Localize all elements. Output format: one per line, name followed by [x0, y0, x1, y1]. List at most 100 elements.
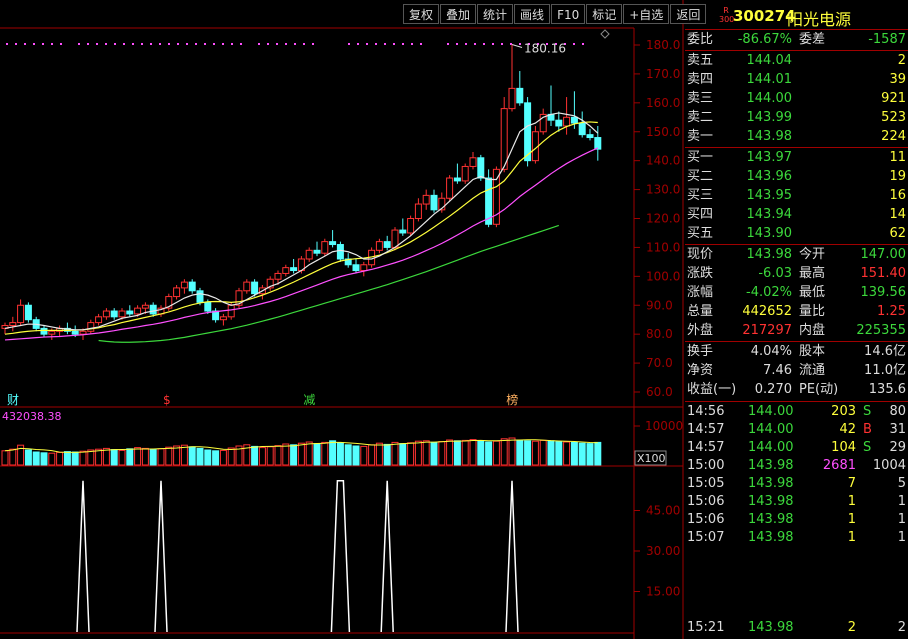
tick-time: 15:07 — [687, 530, 725, 545]
quote-panel: R 300 300274 阳光电源 委比 -86.67% 委差 -1587 卖五… — [685, 0, 908, 639]
tick-price: 143.98 — [748, 476, 794, 491]
volume-bar — [329, 440, 337, 466]
volume-bar — [297, 442, 305, 466]
candle-body — [461, 165, 469, 182]
bid-volume: 62 — [889, 226, 906, 241]
bid-row: 买一 143.97 11 — [685, 149, 908, 167]
tick-row: 15:07 143.98 1 1 — [685, 529, 908, 547]
candle-body — [539, 113, 547, 133]
ask-volume: 921 — [881, 91, 906, 106]
event-marker: 财 — [7, 393, 19, 407]
indicator-spike — [505, 480, 519, 633]
candle-body — [71, 330, 79, 335]
volume-bar — [500, 438, 508, 466]
indicator-tick-label: 15.00 — [646, 585, 680, 599]
indicator-spike — [330, 480, 351, 633]
volume-bar — [492, 440, 500, 466]
volume-bar — [24, 449, 32, 466]
add-watchlist-button[interactable]: +自选 — [623, 4, 670, 24]
chart-area[interactable]: 180.0 170.0 160.0 150.0 140.0 130.0 120.0 110.0… — [0, 0, 685, 639]
candle-body — [79, 330, 87, 335]
volume-bar — [446, 439, 454, 466]
dot-marker — [357, 43, 359, 45]
volume-bar — [555, 441, 563, 466]
volume-bar — [469, 439, 477, 466]
bid-price: 143.97 — [746, 150, 793, 165]
draw-line-button[interactable]: 画线 — [514, 4, 551, 24]
dot-marker — [150, 43, 152, 45]
volume-bar — [196, 447, 204, 466]
stat-value: -4.02% — [746, 285, 792, 300]
dot-marker — [168, 43, 170, 45]
stat-value: -6.03 — [758, 266, 792, 281]
overlay-button[interactable]: 叠加 — [440, 4, 477, 24]
volume-bar — [63, 451, 71, 466]
fund-label: 收益(一) — [687, 382, 737, 397]
dot-marker — [582, 43, 584, 45]
bid-label: 买二 — [687, 169, 714, 184]
weibi-row: 委比 -86.67% 委差 -1587 — [687, 32, 906, 47]
volume-unit-label: X100 — [637, 452, 666, 465]
candle-body — [321, 241, 329, 254]
price-tick-label: 120.0 — [646, 212, 680, 226]
back-button[interactable]: 返回 — [670, 4, 707, 24]
ask-label: 卖一 — [687, 129, 714, 144]
bid-price: 143.90 — [746, 226, 793, 241]
bid-row: 买三 143.95 16 — [685, 187, 908, 205]
stat-label: 最高 — [799, 266, 826, 281]
volume-bar — [258, 447, 266, 466]
tick-volume: 203 — [831, 404, 856, 419]
candle-body — [336, 244, 344, 260]
dot-marker — [303, 43, 305, 45]
candle-body — [469, 157, 477, 167]
fund-label: 股本 — [799, 344, 826, 359]
fund-value: 11.0亿 — [864, 363, 906, 378]
candle-body — [95, 316, 103, 324]
stat-row: 外盘 217297 内盘 225355 — [685, 322, 908, 340]
dot-marker — [51, 43, 53, 45]
bid-price: 143.96 — [746, 169, 793, 184]
tick-time: 15:21 — [687, 620, 725, 635]
dot-marker — [456, 43, 458, 45]
dot-marker — [465, 43, 467, 45]
dot-marker — [6, 43, 8, 45]
volume-bar — [594, 441, 602, 466]
dot-marker — [177, 43, 179, 45]
candle-body — [508, 87, 516, 110]
tick-count: 1004 — [872, 458, 906, 473]
dot-marker — [537, 43, 539, 45]
tick-time: 15:00 — [687, 458, 725, 473]
dot-marker — [384, 43, 386, 45]
volume-bar — [32, 451, 40, 466]
ma-magenta-line — [4, 147, 599, 341]
stat-label: 今开 — [799, 247, 826, 262]
volume-bar — [274, 445, 282, 466]
fundamental-row: 净资 7.46 流通 11.0亿 — [685, 362, 908, 380]
volume-bar — [344, 444, 352, 466]
candle-body — [594, 137, 602, 150]
volume-bar — [399, 443, 407, 466]
f10-button[interactable]: F10 — [551, 4, 586, 24]
stat-row: 涨幅 -4.02% 最低 139.56 — [685, 284, 908, 302]
dot-marker — [483, 43, 485, 45]
ask-row: 卖三 144.00 921 — [685, 90, 908, 108]
fuquan-button[interactable]: 复权 — [403, 4, 440, 24]
price-tick-label: 150.0 — [646, 125, 680, 139]
dot-marker — [78, 43, 80, 45]
market-badge: R 300 — [719, 6, 735, 24]
chart-toolbar: 复权 叠加 统计 画线 F10 标记 +自选 返回 — [403, 4, 707, 24]
candle-body — [383, 241, 391, 248]
stats-button[interactable]: 统计 — [477, 4, 514, 24]
volume-bar — [235, 445, 243, 466]
volume-bar — [219, 449, 227, 466]
volume-bar — [539, 439, 547, 466]
ma-green-line — [98, 224, 559, 343]
candle-body — [570, 116, 578, 124]
candle-body — [446, 177, 454, 199]
stat-label: 外盘 — [687, 323, 714, 338]
fundamental-row: 换手 4.04% 股本 14.6亿 — [685, 343, 908, 361]
volume-bar — [461, 439, 469, 466]
stat-value: 217297 — [742, 323, 792, 338]
candle-body — [219, 316, 227, 321]
mark-button[interactable]: 标记 — [586, 4, 623, 24]
